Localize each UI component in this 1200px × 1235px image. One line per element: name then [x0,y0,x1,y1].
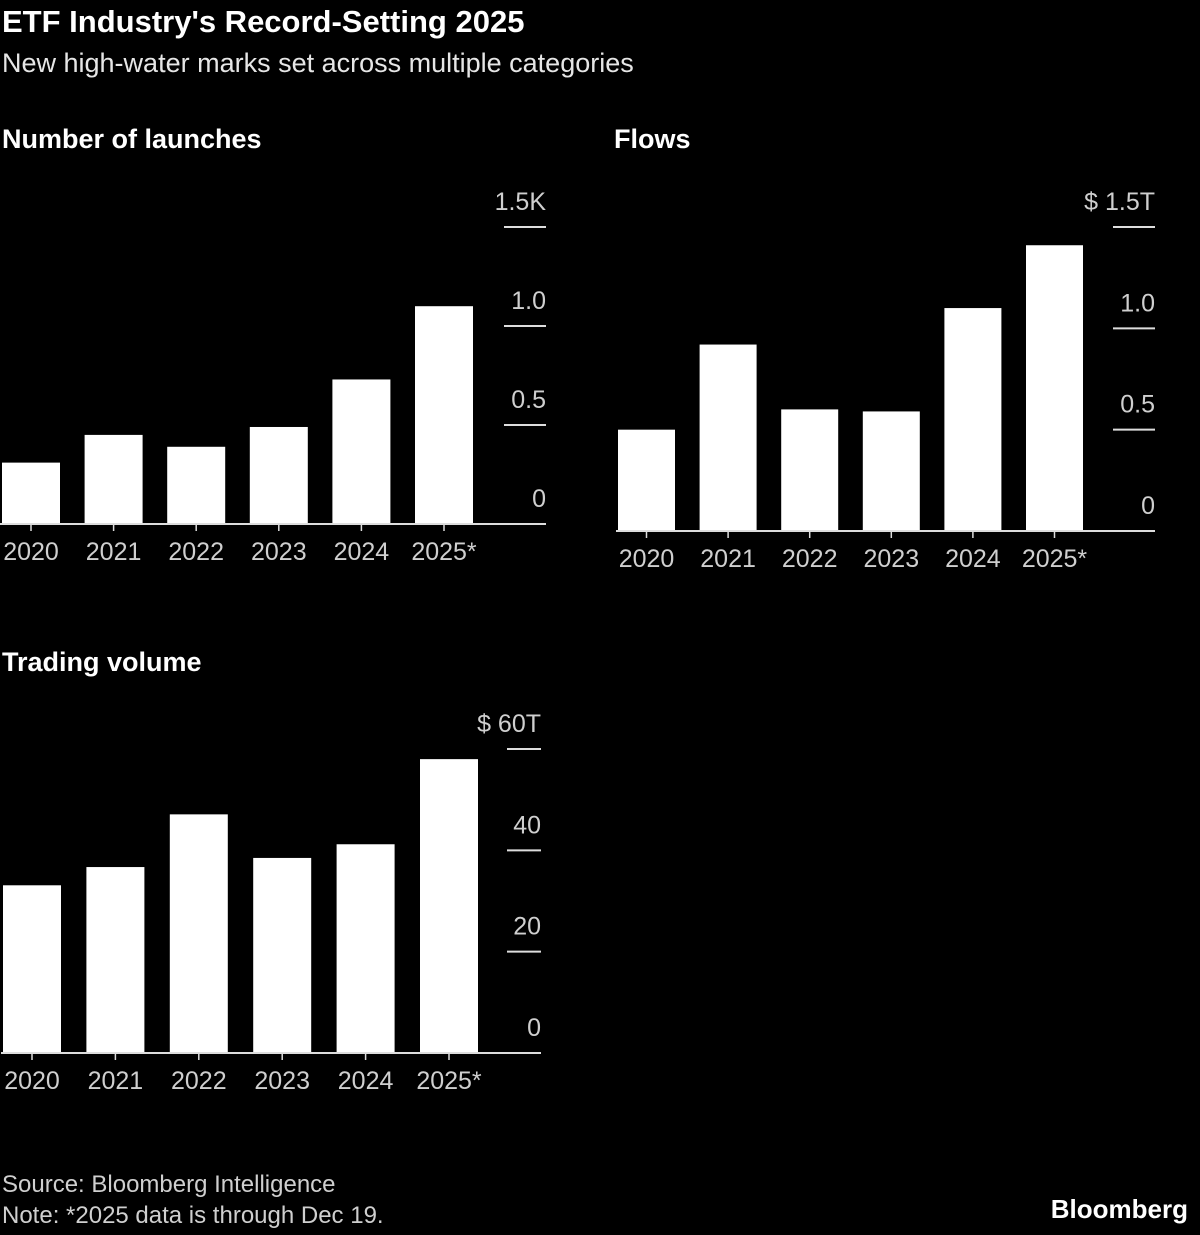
bar [336,844,395,1053]
bar [862,411,920,531]
x-tick-label: 2020 [619,545,675,573]
x-tick-label: 2023 [863,545,919,573]
y-tick-label: 40 [513,811,541,839]
x-tick-label: 2023 [251,538,307,566]
bar [3,885,61,1053]
x-tick-label: 2025* [416,1067,482,1095]
y-tick-label: 0 [527,1014,541,1042]
panel-title: Trading volume [2,647,202,677]
x-tick-label: 2020 [4,1067,60,1095]
y-tick-label: 1.5K [495,188,547,216]
y-tick-label: 1.0 [511,287,546,315]
x-tick-label: 2021 [86,538,142,566]
note: Note: *2025 data is through Dec 19. [2,1202,384,1229]
y-tick-label: 0.5 [511,386,546,414]
x-tick-label: 2025* [411,538,477,566]
bar [1026,245,1083,532]
x-tick-label: 2024 [334,538,390,566]
bar [618,429,675,531]
x-tick-label: 2022 [782,545,838,573]
bar [86,867,145,1053]
y-tick-label: 0 [1141,492,1155,520]
bar [249,426,308,524]
x-tick-label: 2021 [88,1067,144,1095]
chart-subtitle: New high-water marks set across multiple… [2,48,634,78]
bar [420,759,478,1053]
x-tick-label: 2024 [338,1067,394,1095]
bar [84,434,143,524]
bar [2,462,60,524]
x-tick-label: 2024 [945,545,1001,573]
bar [169,814,228,1053]
y-tick-label: $ 60T [477,710,541,738]
panel-title: Number of launches [2,124,262,154]
y-tick-label: 0 [532,485,546,513]
x-tick-label: 2023 [254,1067,310,1095]
x-tick-label: 2020 [3,538,59,566]
bar [167,446,226,524]
x-tick-label: 2025* [1022,545,1088,573]
x-tick-label: 2021 [700,545,756,573]
logo: Bloomberg [1051,1194,1188,1224]
x-tick-label: 2022 [168,538,224,566]
panel-title: Flows [614,124,691,154]
bar [781,409,839,531]
bar [699,344,757,531]
bar [332,379,391,524]
y-tick-label: 20 [513,913,541,941]
chart-title: ETF Industry's Record-Setting 2025 [2,4,524,39]
y-tick-label: 0.5 [1120,391,1155,419]
x-tick-label: 2022 [171,1067,227,1095]
bar [253,857,312,1053]
y-tick-label: $ 1.5T [1084,188,1155,216]
bar [944,308,1002,531]
bar [415,306,473,524]
y-tick-label: 1.0 [1120,289,1155,317]
source: Source: Bloomberg Intelligence [2,1171,336,1198]
